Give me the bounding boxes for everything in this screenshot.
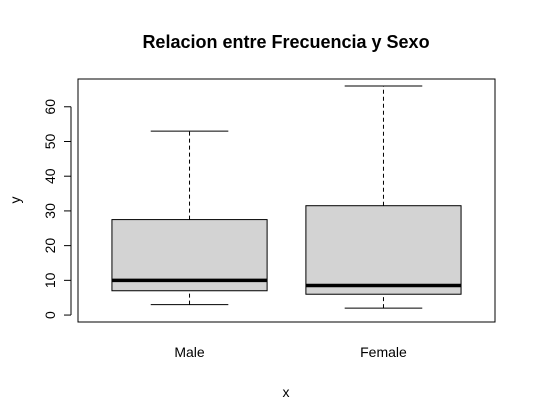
box-female (305, 205, 462, 295)
y-axis-label: y (7, 197, 23, 204)
y-tick-label-10: 10 (42, 272, 58, 288)
x-axis-label: x (283, 384, 290, 400)
y-tick-label-50: 50 (42, 133, 58, 149)
x-axis: Male Female (174, 344, 407, 360)
boxes (111, 85, 462, 309)
x-tick-label-male: Male (174, 344, 205, 360)
y-tick-label-40: 40 (42, 168, 58, 184)
plot-frame (77, 78, 496, 323)
y-tick-label-20: 20 (42, 238, 58, 254)
chart-title: Relacion entre Frecuencia y Sexo (142, 32, 429, 52)
y-tick-label-60: 60 (42, 99, 58, 115)
x-tick-label-female: Female (360, 344, 407, 360)
y-axis: 0 10 20 30 40 50 60 (42, 99, 72, 319)
y-tick-label-0: 0 (42, 311, 58, 319)
y-tick-label-30: 30 (42, 203, 58, 219)
